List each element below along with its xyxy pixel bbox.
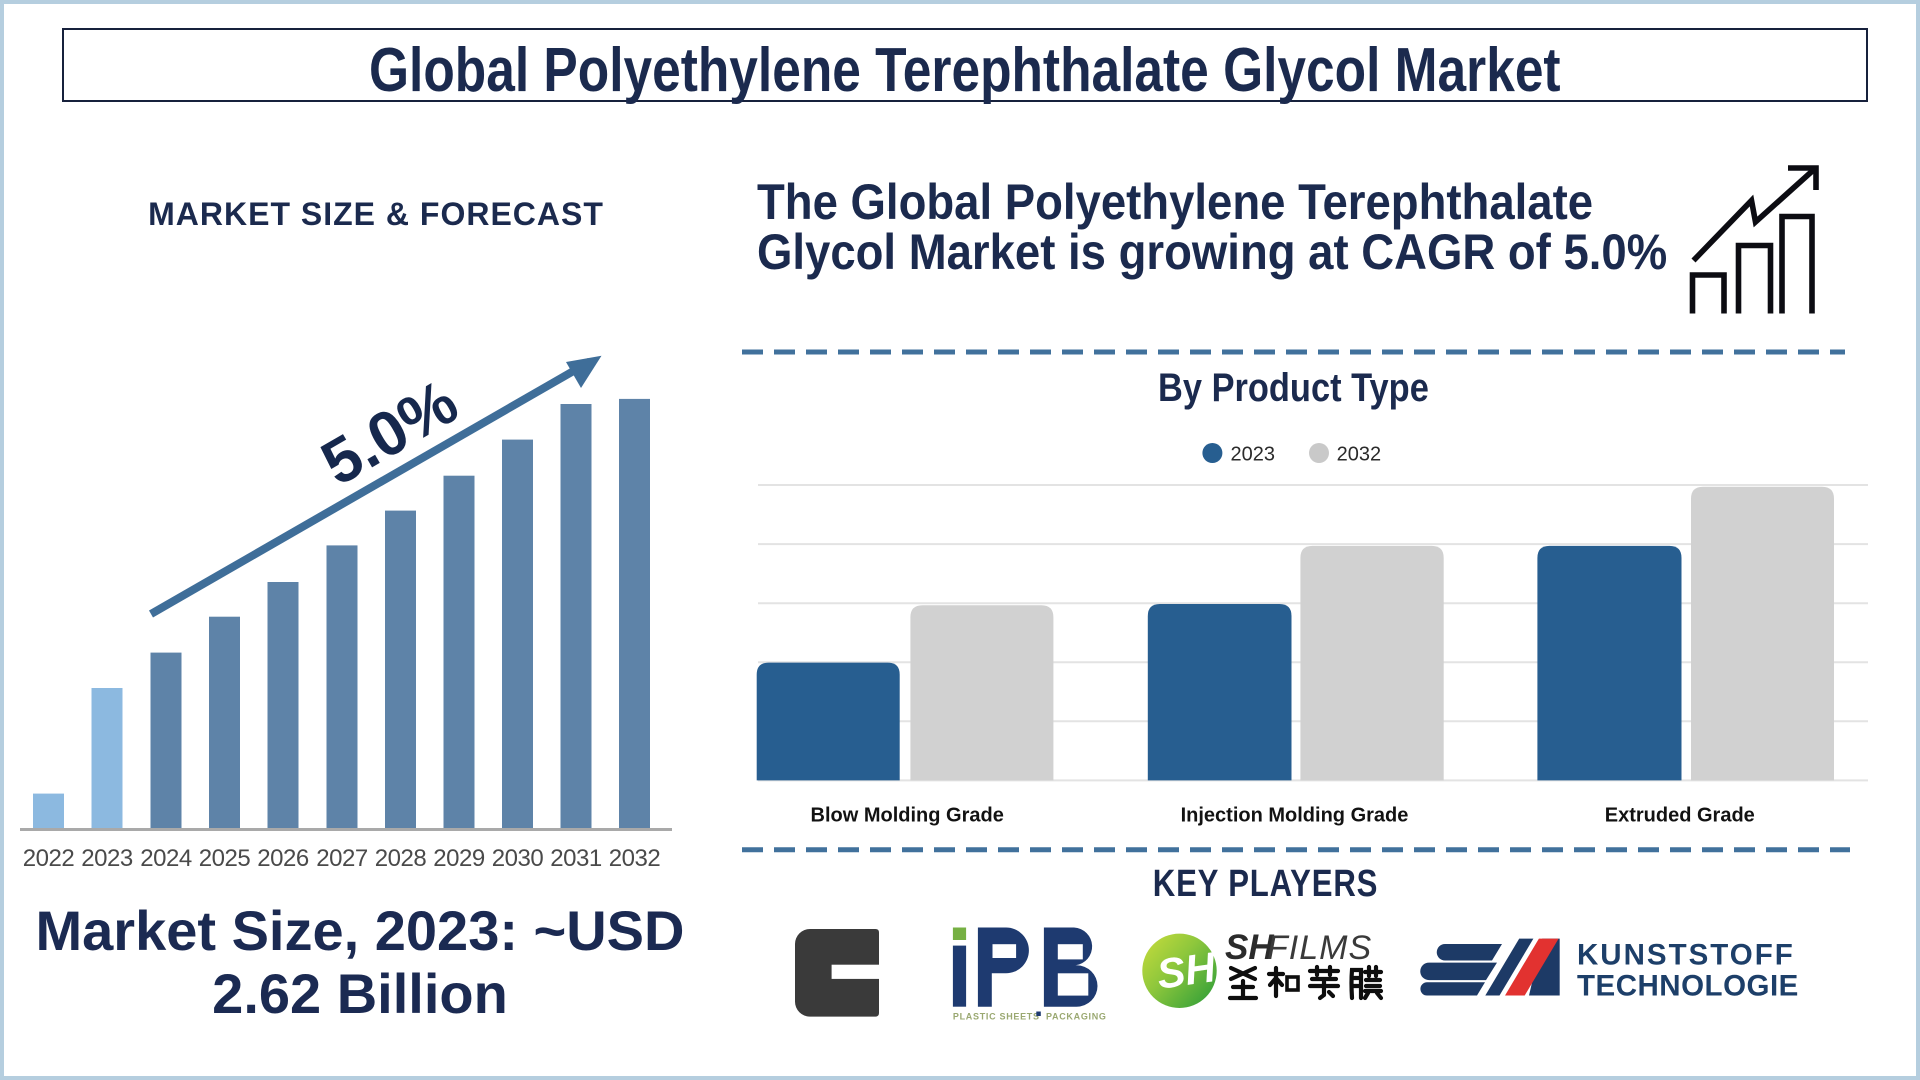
svg-text:FILMS: FILMS xyxy=(1267,929,1372,967)
svg-text:Injection Molding Grade: Injection Molding Grade xyxy=(1181,805,1409,827)
svg-text:Blow Molding Grade: Blow Molding Grade xyxy=(811,805,1004,827)
svg-text:2027: 2027 xyxy=(316,845,368,872)
svg-text:2023: 2023 xyxy=(81,845,133,872)
svg-text:2030: 2030 xyxy=(492,845,544,872)
svg-text:2025: 2025 xyxy=(199,845,251,872)
svg-text:2028: 2028 xyxy=(375,845,427,872)
svg-text:2032: 2032 xyxy=(1337,444,1382,466)
svg-text:PACKAGING: PACKAGING xyxy=(1046,1012,1107,1022)
svg-text:SH: SH xyxy=(1154,943,1220,998)
svg-text:KUNSTSTOFF: KUNSTSTOFF xyxy=(1577,939,1795,972)
svg-text:2026: 2026 xyxy=(257,845,309,872)
svg-text:PLASTIC SHEETS: PLASTIC SHEETS xyxy=(953,1012,1040,1022)
svg-text:Extruded Grade: Extruded Grade xyxy=(1605,805,1755,827)
svg-text:2022: 2022 xyxy=(23,845,75,872)
svg-text:TECHNOLOGIE: TECHNOLOGIE xyxy=(1577,970,1799,1003)
svg-text:2024: 2024 xyxy=(140,845,192,872)
svg-text:2032: 2032 xyxy=(609,845,661,872)
svg-text:SH: SH xyxy=(1225,928,1274,967)
svg-text:2029: 2029 xyxy=(433,845,485,872)
svg-text:2031: 2031 xyxy=(550,845,602,872)
svg-text:2023: 2023 xyxy=(1231,444,1276,466)
